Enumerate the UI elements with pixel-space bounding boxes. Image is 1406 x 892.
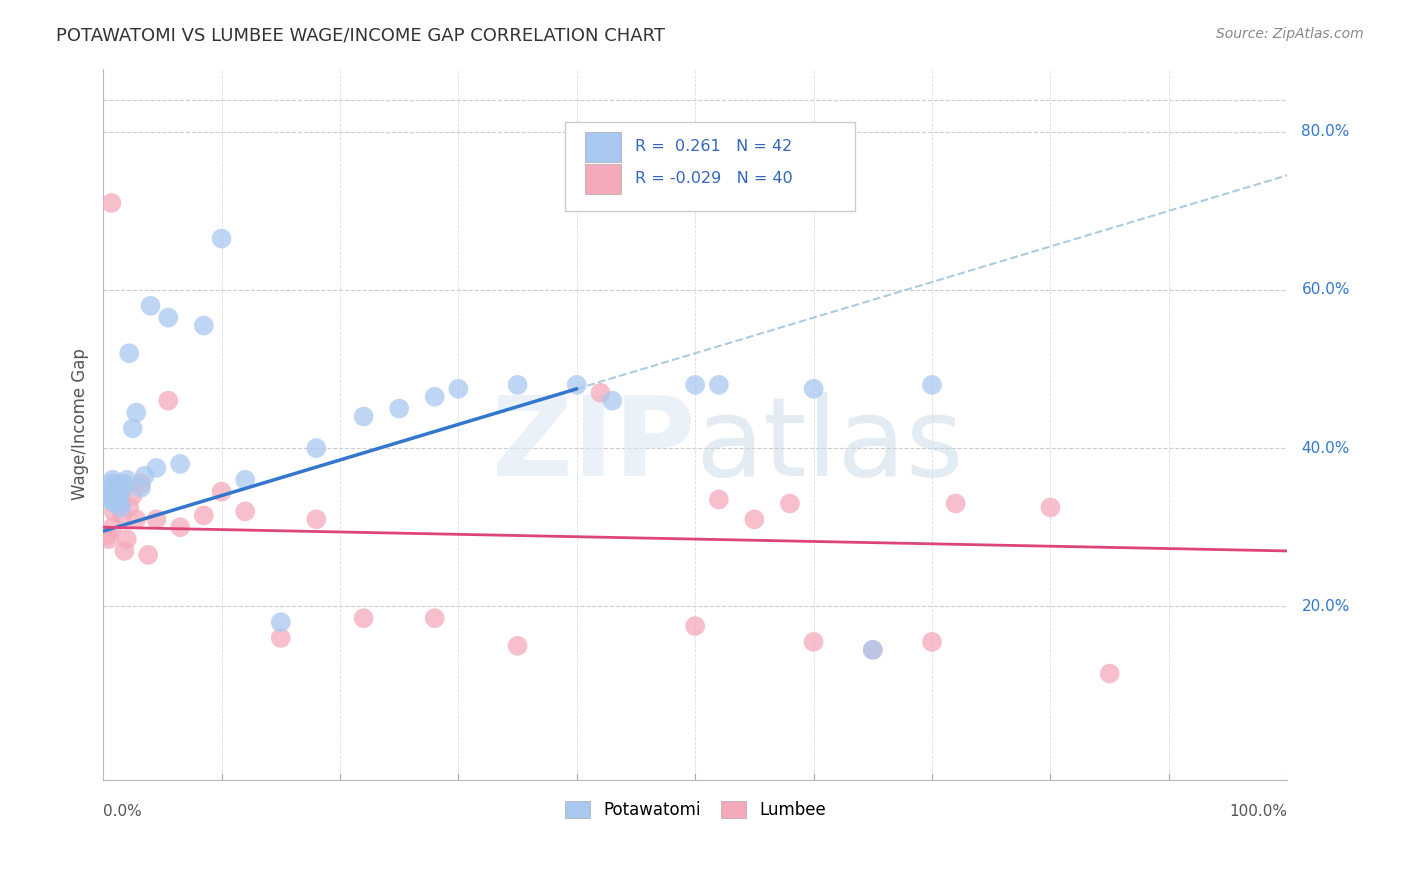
Point — [121, 489, 143, 503]
Point — [129, 481, 152, 495]
Point — [100, 476, 122, 491]
Point — [103, 504, 125, 518]
Point — [589, 385, 612, 400]
Point — [104, 496, 127, 510]
Point — [270, 631, 292, 645]
Text: ZIP: ZIP — [492, 392, 695, 500]
Point — [105, 481, 128, 495]
Point — [110, 500, 132, 515]
Point — [105, 484, 128, 499]
Point — [707, 492, 730, 507]
Point — [233, 504, 256, 518]
Point — [1039, 500, 1062, 515]
Point — [862, 642, 884, 657]
Point — [921, 635, 943, 649]
Text: 40.0%: 40.0% — [1302, 441, 1350, 456]
Text: R = -0.029   N = 40: R = -0.029 N = 40 — [634, 171, 793, 186]
Text: Source: ZipAtlas.com: Source: ZipAtlas.com — [1216, 27, 1364, 41]
Point — [101, 520, 124, 534]
Point — [145, 461, 167, 475]
Point — [110, 496, 132, 510]
Point — [423, 611, 446, 625]
Legend: Potawatomi, Lumbee: Potawatomi, Lumbee — [558, 794, 832, 825]
Point — [945, 496, 967, 510]
Point — [803, 635, 825, 649]
Point — [96, 528, 118, 542]
Point — [108, 496, 131, 510]
Point — [139, 299, 162, 313]
Point — [506, 377, 529, 392]
Point — [233, 473, 256, 487]
Point — [388, 401, 411, 416]
FancyBboxPatch shape — [585, 164, 620, 194]
Point — [105, 489, 128, 503]
Point — [134, 468, 156, 483]
Point — [96, 489, 118, 503]
Text: 0.0%: 0.0% — [103, 804, 142, 819]
Point — [105, 489, 128, 503]
Point — [921, 377, 943, 392]
Point — [100, 196, 122, 211]
Point — [136, 548, 159, 562]
Point — [565, 377, 588, 392]
FancyBboxPatch shape — [585, 132, 620, 161]
Point — [115, 532, 138, 546]
Point — [169, 520, 191, 534]
Point — [683, 619, 706, 633]
Point — [118, 346, 141, 360]
Point — [193, 318, 215, 333]
Point — [744, 512, 766, 526]
Text: POTAWATOMI VS LUMBEE WAGE/INCOME GAP CORRELATION CHART: POTAWATOMI VS LUMBEE WAGE/INCOME GAP COR… — [56, 27, 665, 45]
Point — [305, 512, 328, 526]
Point — [107, 476, 129, 491]
Point — [683, 377, 706, 392]
Point — [145, 512, 167, 526]
Point — [779, 496, 801, 510]
Point — [305, 441, 328, 455]
Point — [353, 611, 375, 625]
Point — [98, 484, 121, 499]
Point — [862, 642, 884, 657]
Point — [125, 512, 148, 526]
Text: R =  0.261   N = 42: R = 0.261 N = 42 — [634, 139, 792, 154]
Text: 80.0%: 80.0% — [1302, 124, 1350, 139]
Point — [270, 615, 292, 629]
Point — [211, 484, 233, 499]
Point — [111, 484, 134, 499]
Point — [193, 508, 215, 523]
Text: 20.0%: 20.0% — [1302, 599, 1350, 614]
Point — [707, 377, 730, 392]
Point — [1098, 666, 1121, 681]
Point — [98, 492, 121, 507]
Point — [104, 481, 127, 495]
Point — [98, 532, 121, 546]
Point — [157, 310, 180, 325]
Point — [111, 508, 134, 523]
Point — [114, 544, 136, 558]
Point — [169, 457, 191, 471]
Point — [107, 489, 129, 503]
Point — [600, 393, 623, 408]
Point — [803, 382, 825, 396]
Point — [118, 500, 141, 515]
Point — [157, 393, 180, 408]
Point — [101, 473, 124, 487]
Point — [114, 476, 136, 491]
Point — [423, 390, 446, 404]
Point — [129, 476, 152, 491]
Point — [447, 382, 470, 396]
Text: atlas: atlas — [695, 392, 963, 500]
Point — [506, 639, 529, 653]
Point — [125, 405, 148, 419]
Text: 100.0%: 100.0% — [1229, 804, 1288, 819]
Text: 60.0%: 60.0% — [1302, 283, 1350, 297]
Point — [353, 409, 375, 424]
Point — [115, 473, 138, 487]
Point — [121, 421, 143, 435]
Point — [104, 476, 127, 491]
Point — [211, 231, 233, 245]
FancyBboxPatch shape — [565, 122, 855, 211]
Y-axis label: Wage/Income Gap: Wage/Income Gap — [72, 349, 89, 500]
Point — [103, 489, 125, 503]
